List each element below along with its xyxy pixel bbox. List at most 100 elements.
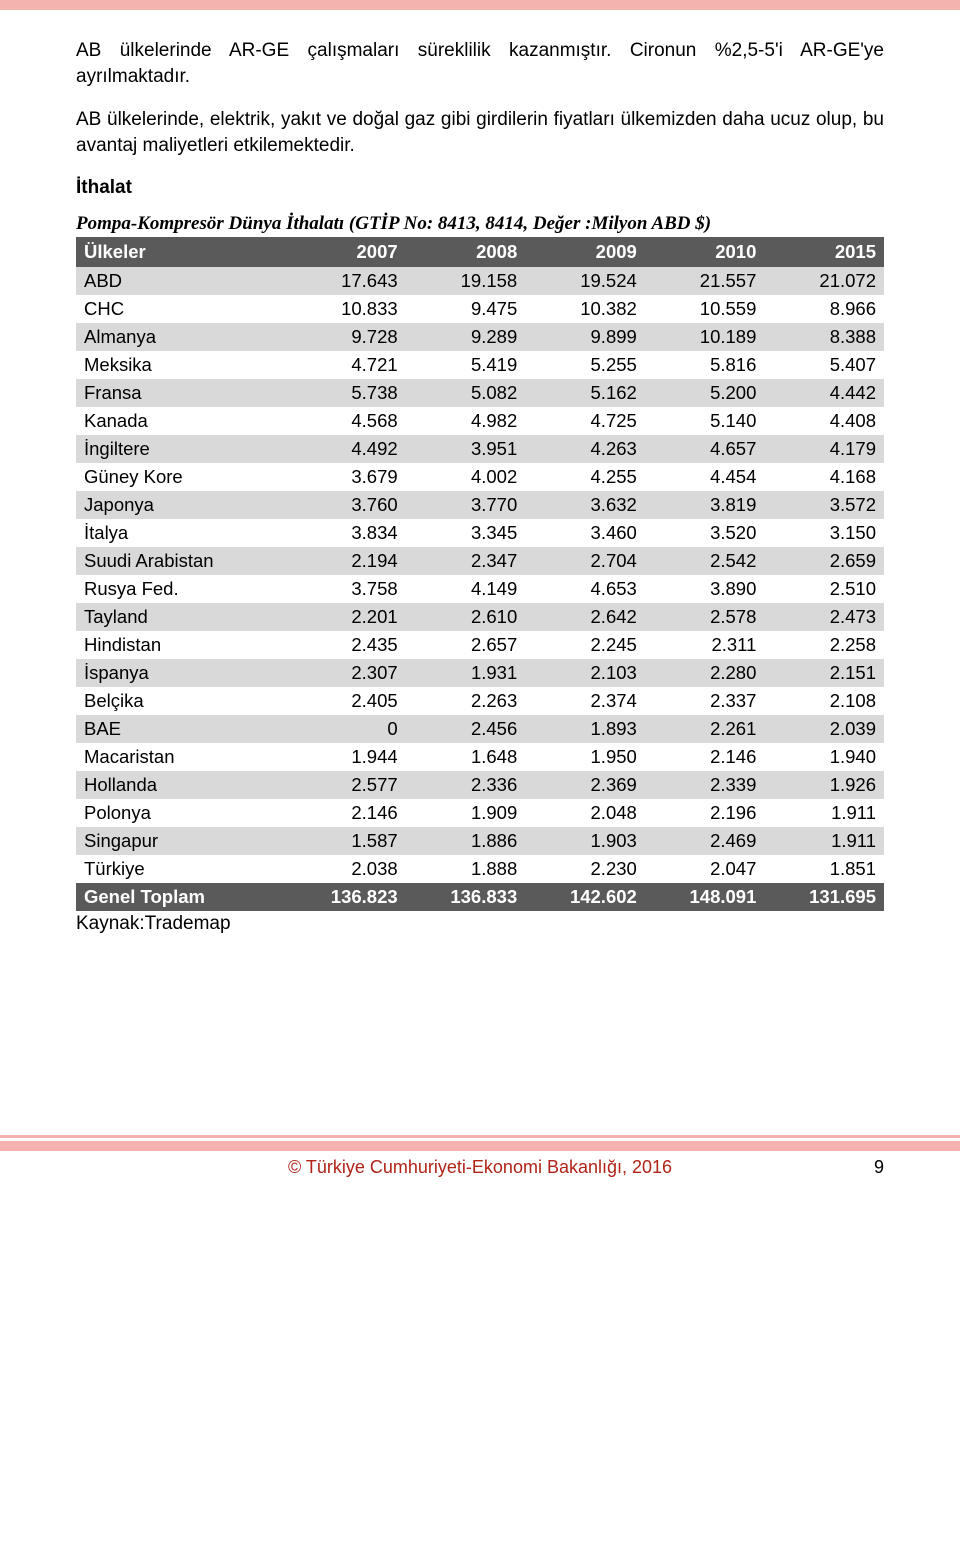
table-cell: 4.454 — [645, 463, 765, 491]
table-row: Belçika2.4052.2632.3742.3372.108 — [76, 687, 884, 715]
table-cell: 19.524 — [525, 267, 645, 295]
table-cell: 2.336 — [406, 771, 526, 799]
table-cell: 5.162 — [525, 379, 645, 407]
table-cell: 5.816 — [645, 351, 765, 379]
table-cell: 4.179 — [764, 435, 884, 463]
table-cell: 2.469 — [645, 827, 765, 855]
table-cell: Hindistan — [76, 631, 286, 659]
table-cell: 2.473 — [764, 603, 884, 631]
table-header-row: Ülkeler 2007 2008 2009 2010 2015 — [76, 237, 884, 267]
table-row: Almanya9.7289.2899.89910.1898.388 — [76, 323, 884, 351]
table-cell: 2.369 — [525, 771, 645, 799]
table-cell: 2.347 — [406, 547, 526, 575]
table-cell: 2.146 — [286, 799, 406, 827]
table-title: Pompa-Kompresör Dünya İthalatı (GTİP No:… — [76, 213, 884, 235]
top-accent-bar — [0, 0, 960, 10]
table-cell: Almanya — [76, 323, 286, 351]
page-content: AB ülkelerinde AR-GE çalışmaları sürekli… — [0, 38, 960, 935]
table-row: Japonya3.7603.7703.6323.8193.572 — [76, 491, 884, 519]
table-cell: 2.307 — [286, 659, 406, 687]
table-cell: Genel Toplam — [76, 883, 286, 911]
table-cell: Singapur — [76, 827, 286, 855]
table-cell: 2.108 — [764, 687, 884, 715]
table-cell: 10.382 — [525, 295, 645, 323]
table-cell: Japonya — [76, 491, 286, 519]
table-cell: 17.643 — [286, 267, 406, 295]
table-cell: 2.194 — [286, 547, 406, 575]
table-cell: Rusya Fed. — [76, 575, 286, 603]
table-cell: BAE — [76, 715, 286, 743]
table-cell: 10.833 — [286, 295, 406, 323]
table-row: Hindistan2.4352.6572.2452.3112.258 — [76, 631, 884, 659]
table-cell: 1.911 — [764, 827, 884, 855]
table-cell: ABD — [76, 267, 286, 295]
col-header: 2007 — [286, 237, 406, 267]
table-cell: 2.311 — [645, 631, 765, 659]
table-cell: 1.851 — [764, 855, 884, 883]
table-cell: 4.002 — [406, 463, 526, 491]
table-cell: 4.408 — [764, 407, 884, 435]
table-cell: 4.255 — [525, 463, 645, 491]
table-cell: 1.950 — [525, 743, 645, 771]
col-header: 2010 — [645, 237, 765, 267]
table-cell: 2.048 — [525, 799, 645, 827]
table-cell: 4.492 — [286, 435, 406, 463]
table-cell: 3.760 — [286, 491, 406, 519]
table-cell: 1.931 — [406, 659, 526, 687]
table-row: Kanada4.5684.9824.7255.1404.408 — [76, 407, 884, 435]
table-cell: 2.704 — [525, 547, 645, 575]
table-cell: İngiltere — [76, 435, 286, 463]
table-cell: 21.557 — [645, 267, 765, 295]
table-cell: Meksika — [76, 351, 286, 379]
footer-accent-bar — [0, 1141, 960, 1151]
table-cell: 2.039 — [764, 715, 884, 743]
table-cell: 3.951 — [406, 435, 526, 463]
table-cell: 3.819 — [645, 491, 765, 519]
table-cell: 2.337 — [645, 687, 765, 715]
table-cell: 2.258 — [764, 631, 884, 659]
table-cell: 3.632 — [525, 491, 645, 519]
table-cell: 2.659 — [764, 547, 884, 575]
table-cell: Polonya — [76, 799, 286, 827]
table-cell: 131.695 — [764, 883, 884, 911]
table-cell: 2.657 — [406, 631, 526, 659]
table-cell: 5.738 — [286, 379, 406, 407]
table-cell: 3.890 — [645, 575, 765, 603]
table-cell: 2.038 — [286, 855, 406, 883]
table-cell: 2.405 — [286, 687, 406, 715]
table-cell: 5.407 — [764, 351, 884, 379]
footer-copyright: © Türkiye Cumhuriyeti-Ekonomi Bakanlığı,… — [116, 1157, 844, 1178]
table-cell: 2.280 — [645, 659, 765, 687]
table-row: Tayland2.2012.6102.6422.5782.473 — [76, 603, 884, 631]
table-cell: 2.151 — [764, 659, 884, 687]
table-cell: 3.150 — [764, 519, 884, 547]
table-cell: 3.345 — [406, 519, 526, 547]
table-cell: 1.903 — [525, 827, 645, 855]
table-row: Macaristan1.9441.6481.9502.1461.940 — [76, 743, 884, 771]
col-header: 2009 — [525, 237, 645, 267]
table-cell: 2.610 — [406, 603, 526, 631]
table-cell: 2.146 — [645, 743, 765, 771]
table-cell: 3.520 — [645, 519, 765, 547]
table-row: ABD17.64319.15819.52421.55721.072 — [76, 267, 884, 295]
table-cell: 4.657 — [645, 435, 765, 463]
table-cell: 1.944 — [286, 743, 406, 771]
table-cell: Türkiye — [76, 855, 286, 883]
table-cell: 1.888 — [406, 855, 526, 883]
table-row: İtalya3.8343.3453.4603.5203.150 — [76, 519, 884, 547]
table-cell: 1.648 — [406, 743, 526, 771]
table-row: CHC10.8339.47510.38210.5598.966 — [76, 295, 884, 323]
table-cell: 2.642 — [525, 603, 645, 631]
col-header: Ülkeler — [76, 237, 286, 267]
table-cell: 1.926 — [764, 771, 884, 799]
table-cell: Kanada — [76, 407, 286, 435]
page-number: 9 — [844, 1157, 884, 1178]
table-cell: 9.728 — [286, 323, 406, 351]
table-cell: 1.587 — [286, 827, 406, 855]
table-cell: 2.339 — [645, 771, 765, 799]
table-row: Fransa5.7385.0825.1625.2004.442 — [76, 379, 884, 407]
table-cell: 4.442 — [764, 379, 884, 407]
table-cell: 2.261 — [645, 715, 765, 743]
col-header: 2015 — [764, 237, 884, 267]
table-cell: 4.653 — [525, 575, 645, 603]
